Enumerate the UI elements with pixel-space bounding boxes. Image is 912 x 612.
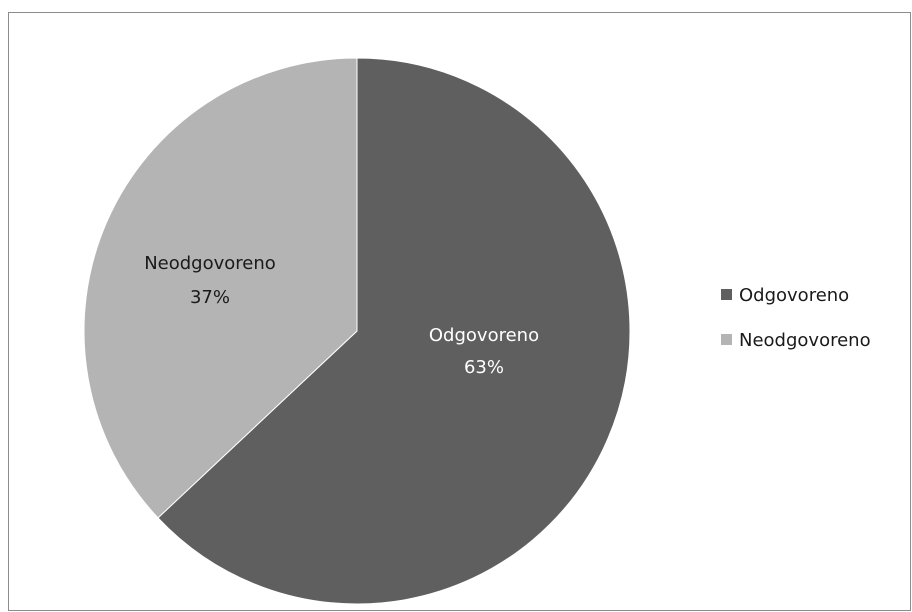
slice-label-neodgovoreno: Neodgovoreno xyxy=(144,253,276,274)
slice-neodgovoreno xyxy=(83,57,358,519)
legend-swatch-odgovoreno xyxy=(721,289,732,300)
slice-value-neodgovoreno: 37% xyxy=(190,287,230,308)
legend-label-odgovoreno: Odgovoreno xyxy=(739,285,849,306)
slice-odgovoreno xyxy=(157,57,631,605)
pie-slices xyxy=(83,57,631,605)
legend-label-neodgovoreno: Neodgovoreno xyxy=(739,330,871,351)
slice-value-odgovoreno: 63% xyxy=(464,357,504,378)
legend: Odgovoreno Neodgovoreno xyxy=(721,285,871,351)
slice-labels: Odgovoreno 63% Neodgovoreno 37% xyxy=(144,253,539,378)
slice-label-odgovoreno: Odgovoreno xyxy=(429,325,539,346)
legend-swatch-neodgovoreno xyxy=(721,334,732,345)
